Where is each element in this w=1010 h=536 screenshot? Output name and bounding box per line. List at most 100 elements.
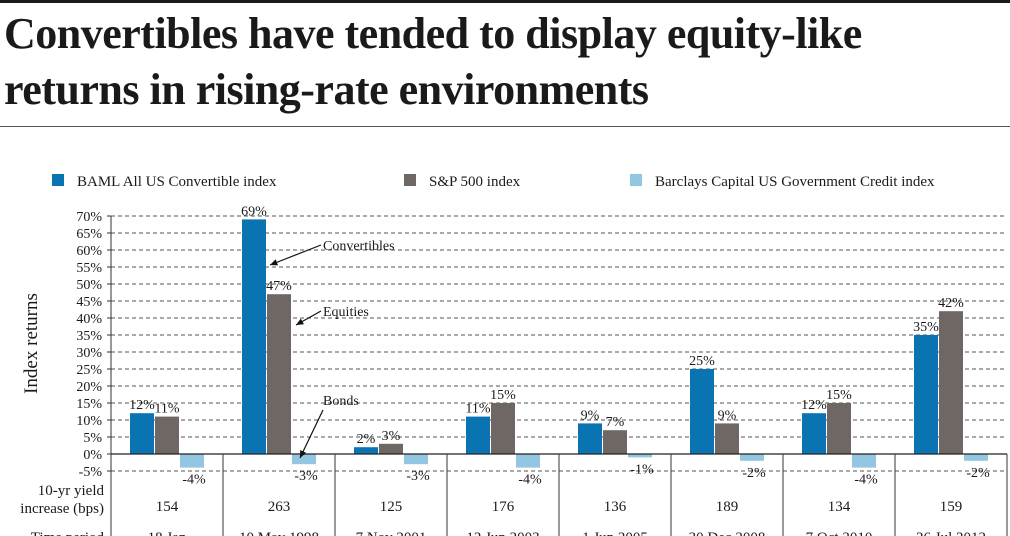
data-label: 25% xyxy=(689,354,715,369)
data-label: 47% xyxy=(266,279,292,294)
bar-2-5 xyxy=(603,430,627,454)
data-label: -2% xyxy=(742,466,766,481)
yield-row-label-line1: 10-yr yield xyxy=(38,483,105,499)
annotation-arrow-head xyxy=(296,318,304,325)
period-label: 7 Oct 2010 xyxy=(806,530,873,536)
returns-bar-chart: BAML All US Convertible index S&P 500 ind… xyxy=(20,174,1008,536)
legend-swatch-3 xyxy=(630,174,642,186)
bar-3-5 xyxy=(628,454,652,458)
y-tick-label: 55% xyxy=(76,261,102,276)
data-label: -2% xyxy=(966,466,990,481)
data-label: 9% xyxy=(718,408,737,423)
data-label: 3% xyxy=(382,429,401,444)
bar-1-4 xyxy=(466,416,490,454)
data-label: 12% xyxy=(129,398,155,413)
data-label: 15% xyxy=(826,388,852,403)
data-label: -4% xyxy=(518,473,542,488)
y-tick-label: -5% xyxy=(79,465,103,480)
annotation-label: Equities xyxy=(323,305,369,320)
top-rule xyxy=(0,0,1010,3)
bar-2-4 xyxy=(491,403,515,454)
y-tick-label: 65% xyxy=(76,227,102,242)
bar-3-7 xyxy=(852,454,876,468)
bar-3-3 xyxy=(404,454,428,465)
annotation-label: Convertibles xyxy=(323,239,395,254)
y-tick-label: 0% xyxy=(83,448,102,463)
data-label: 9% xyxy=(581,408,600,423)
y-tick-label: 70% xyxy=(76,210,102,225)
data-label: 12% xyxy=(801,398,827,413)
bar-1-6 xyxy=(690,369,714,454)
legend-label-1: BAML All US Convertible index xyxy=(77,174,277,190)
period-label: 26 Jul 2012 xyxy=(916,530,986,536)
period-label: 1 Jun 2005 xyxy=(582,530,648,536)
y-tick-label: 5% xyxy=(83,431,102,446)
data-label: 15% xyxy=(490,388,516,403)
bar-3-6 xyxy=(740,454,764,461)
bar-3-1 xyxy=(180,454,204,468)
legend-swatch-1 xyxy=(52,174,64,186)
data-label: 2% xyxy=(357,432,376,447)
page-title: Convertibles have tended to display equi… xyxy=(4,9,862,114)
data-label: -3% xyxy=(406,469,430,484)
yield-row-label-line2: increase (bps) xyxy=(20,501,104,517)
yield-value: 154 xyxy=(156,499,179,515)
data-label: 11% xyxy=(465,402,490,417)
yield-value: 136 xyxy=(604,499,627,515)
bar-3-4 xyxy=(516,454,540,468)
bar-1-1 xyxy=(130,413,154,454)
y-tick-label: 40% xyxy=(76,312,102,327)
bar-3-8 xyxy=(964,454,988,461)
bar-2-6 xyxy=(715,423,739,454)
legend-label-3: Barclays Capital US Government Credit in… xyxy=(655,174,935,190)
annotation-arrow-line xyxy=(299,409,324,459)
data-label: -1% xyxy=(630,462,654,477)
yield-value: 134 xyxy=(828,499,851,515)
y-tick-label: 35% xyxy=(76,329,102,344)
y-tick-label: 50% xyxy=(76,278,102,293)
yield-value: 159 xyxy=(940,499,963,515)
data-label: -3% xyxy=(294,469,318,484)
bar-2-2 xyxy=(267,294,291,454)
data-label: 35% xyxy=(913,320,939,335)
period-label: 30 Dec 2008 xyxy=(689,530,766,536)
y-tick-label: 30% xyxy=(76,346,102,361)
bar-1-2 xyxy=(242,219,266,454)
yield-value: 263 xyxy=(268,499,291,515)
y-tick-label: 25% xyxy=(76,363,102,378)
bar-2-8 xyxy=(939,311,963,454)
annotation-arrow-line xyxy=(269,244,322,266)
data-label: -4% xyxy=(854,473,878,488)
legend-swatch-2 xyxy=(404,174,416,186)
bar-1-8 xyxy=(914,335,938,454)
yield-value: 189 xyxy=(716,499,739,515)
period-label: 10 May 1998 xyxy=(239,530,319,536)
period-label: 7 Nov 2001 xyxy=(356,530,427,536)
period-label: 12 Jun 2003 xyxy=(466,530,539,536)
data-label: 42% xyxy=(938,296,964,311)
bar-1-5 xyxy=(578,423,602,454)
period-label: 18 Jan xyxy=(148,530,187,536)
bar-2-1 xyxy=(155,416,179,454)
data-label: 69% xyxy=(241,204,267,219)
bar-1-7 xyxy=(802,413,826,454)
y-tick-label: 45% xyxy=(76,295,102,310)
bar-3-2 xyxy=(292,454,316,465)
annotation-arrow-head xyxy=(270,259,278,266)
y-tick-label: 60% xyxy=(76,244,102,259)
y-tick-label: 20% xyxy=(76,380,102,395)
data-label: -4% xyxy=(182,473,206,488)
y-tick-label: 10% xyxy=(76,414,102,429)
period-row-label: Time period xyxy=(31,530,105,536)
title-divider xyxy=(0,126,1010,127)
yield-value: 176 xyxy=(492,499,515,515)
legend-label-2: S&P 500 index xyxy=(429,174,521,190)
bar-2-3 xyxy=(379,443,403,454)
bar-1-3 xyxy=(354,447,378,454)
y-tick-label: 15% xyxy=(76,397,102,412)
annotation-label: Bonds xyxy=(323,394,359,409)
bar-2-7 xyxy=(827,403,851,454)
yield-value: 125 xyxy=(380,499,403,515)
data-label: 11% xyxy=(154,402,179,417)
annotation-arrow-head xyxy=(300,450,307,458)
